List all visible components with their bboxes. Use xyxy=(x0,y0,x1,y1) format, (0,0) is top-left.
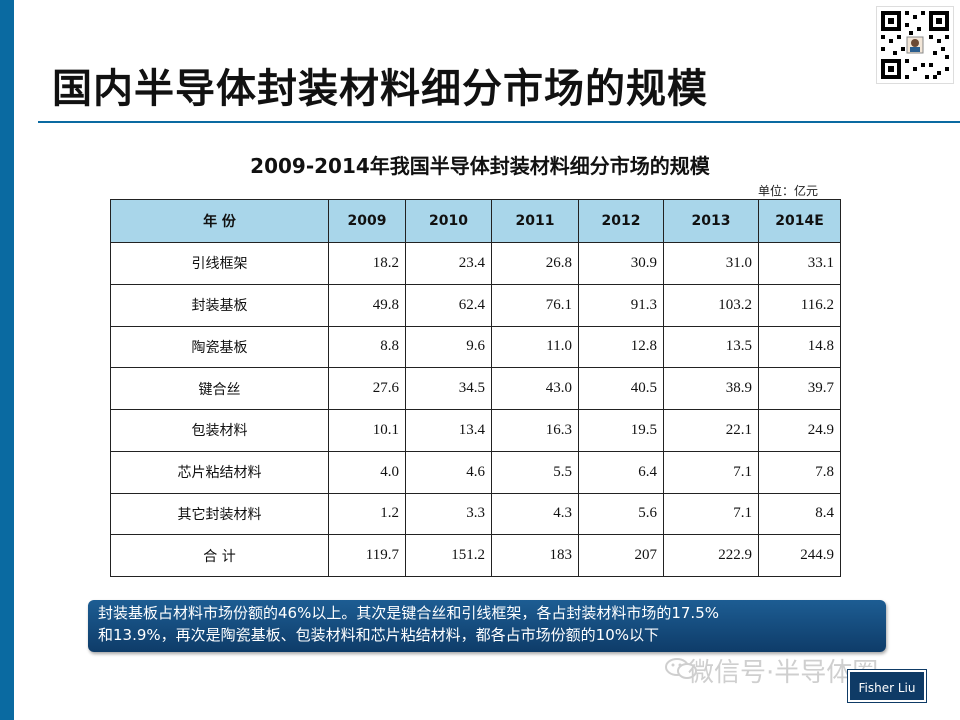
table-row: 键合丝 27.6 34.5 43.0 40.5 38.9 39.7 xyxy=(110,367,841,410)
table-cell: 43.0 xyxy=(491,367,579,410)
table-cell: 207 xyxy=(578,534,664,577)
summary-callout: 封装基板占材料市场份额的46%以上。其次是键合丝和引线框架，各占封装材料市场的1… xyxy=(88,600,886,652)
table-cell: 119.7 xyxy=(328,534,406,577)
table-cell: 7.1 xyxy=(663,450,759,494)
table-cell: 13.4 xyxy=(405,409,492,452)
column-header: 2012 xyxy=(578,199,664,243)
table-cell: 4.6 xyxy=(405,450,492,494)
table-cell: 103.2 xyxy=(663,283,759,327)
table-cell: 244.9 xyxy=(758,534,841,577)
table-cell: 4.0 xyxy=(328,450,406,494)
callout-line-2: 和13.9%，再次是陶瓷基板、包装材料和芯片粘结材料，都各占市场份额的10%以下 xyxy=(98,626,659,644)
table-cell: 10.1 xyxy=(328,409,406,452)
table-cell: 8.4 xyxy=(758,492,841,536)
row-label: 其它封装材料 xyxy=(110,492,329,536)
table-header-row: 年 份 2009 2010 2011 2012 2013 2014E xyxy=(110,199,841,243)
table-cell: 8.8 xyxy=(328,325,406,369)
table-cell: 6.4 xyxy=(578,450,664,494)
table-cell: 91.3 xyxy=(578,283,664,327)
table-cell: 34.5 xyxy=(405,367,492,410)
row-label: 芯片粘结材料 xyxy=(110,450,329,494)
table-row: 包装材料 10.1 13.4 16.3 19.5 22.1 24.9 xyxy=(110,409,841,452)
table-cell: 11.0 xyxy=(491,325,579,369)
table-cell: 49.8 xyxy=(328,283,406,327)
column-header: 2011 xyxy=(491,199,579,243)
table-total-row: 合 计 119.7 151.2 183 207 222.9 244.9 xyxy=(110,534,841,577)
table-cell: 1.2 xyxy=(328,492,406,536)
table-title: 2009-2014年我国半导体封装材料细分市场的规模 xyxy=(250,154,710,178)
table-cell: 30.9 xyxy=(578,242,664,285)
table-cell: 76.1 xyxy=(491,283,579,327)
watermark-text: 微信号·半导体圈 xyxy=(688,658,879,688)
table-cell: 33.1 xyxy=(758,242,841,285)
table-cell: 16.3 xyxy=(491,409,579,452)
row-label: 陶瓷基板 xyxy=(110,325,329,369)
table-cell: 31.0 xyxy=(663,242,759,285)
column-header: 2014E xyxy=(758,199,841,243)
table-cell: 38.9 xyxy=(663,367,759,410)
left-accent-bar xyxy=(0,0,14,720)
table-cell: 3.3 xyxy=(405,492,492,536)
column-header: 年 份 xyxy=(110,199,329,243)
callout-line-1: 封装基板占材料市场份额的46%以上。其次是键合丝和引线框架，各占封装材料市场的1… xyxy=(98,604,719,622)
table-cell: 9.6 xyxy=(405,325,492,369)
table-cell: 222.9 xyxy=(663,534,759,577)
table-cell: 183 xyxy=(491,534,579,577)
table-cell: 23.4 xyxy=(405,242,492,285)
table-cell: 13.5 xyxy=(663,325,759,369)
row-label: 包装材料 xyxy=(110,409,329,452)
unit-label: 单位：亿元 xyxy=(758,184,819,198)
column-header: 2009 xyxy=(328,199,406,243)
market-size-table: 年 份 2009 2010 2011 2012 2013 2014E 引线框架 … xyxy=(110,199,841,577)
table-cell: 39.7 xyxy=(758,367,841,410)
qr-code-icon xyxy=(876,6,954,84)
title-divider xyxy=(38,121,960,123)
table-cell: 22.1 xyxy=(663,409,759,452)
wechat-icon xyxy=(665,658,697,679)
table-cell: 5.5 xyxy=(491,450,579,494)
table-cell: 40.5 xyxy=(578,367,664,410)
table-row: 陶瓷基板 8.8 9.6 11.0 12.8 13.5 14.8 xyxy=(110,325,841,369)
table-row: 其它封装材料 1.2 3.3 4.3 5.6 7.1 8.4 xyxy=(110,492,841,536)
column-header: 2010 xyxy=(405,199,492,243)
table-cell: 19.5 xyxy=(578,409,664,452)
table-cell: 7.8 xyxy=(758,450,841,494)
table-cell: 14.8 xyxy=(758,325,841,369)
table-cell: 62.4 xyxy=(405,283,492,327)
table-row: 引线框架 18.2 23.4 26.8 30.9 31.0 33.1 xyxy=(110,242,841,285)
table-cell: 151.2 xyxy=(405,534,492,577)
table-cell: 26.8 xyxy=(491,242,579,285)
table-cell: 7.1 xyxy=(663,492,759,536)
column-header: 2013 xyxy=(663,199,759,243)
table-cell: 12.8 xyxy=(578,325,664,369)
table-cell: 4.3 xyxy=(491,492,579,536)
author-label: Fisher Liu xyxy=(848,670,926,702)
page-title: 国内半导体封装材料细分市场的规模 xyxy=(52,66,708,112)
row-label: 合 计 xyxy=(110,534,329,577)
table-row: 芯片粘结材料 4.0 4.6 5.5 6.4 7.1 7.8 xyxy=(110,450,841,494)
row-label: 键合丝 xyxy=(110,367,329,410)
table-cell: 27.6 xyxy=(328,367,406,410)
table-cell: 116.2 xyxy=(758,283,841,327)
table-cell: 5.6 xyxy=(578,492,664,536)
row-label: 封装基板 xyxy=(110,283,329,327)
table-row: 封装基板 49.8 62.4 76.1 91.3 103.2 116.2 xyxy=(110,283,841,327)
table-cell: 18.2 xyxy=(328,242,406,285)
table-cell: 24.9 xyxy=(758,409,841,452)
row-label: 引线框架 xyxy=(110,242,329,285)
